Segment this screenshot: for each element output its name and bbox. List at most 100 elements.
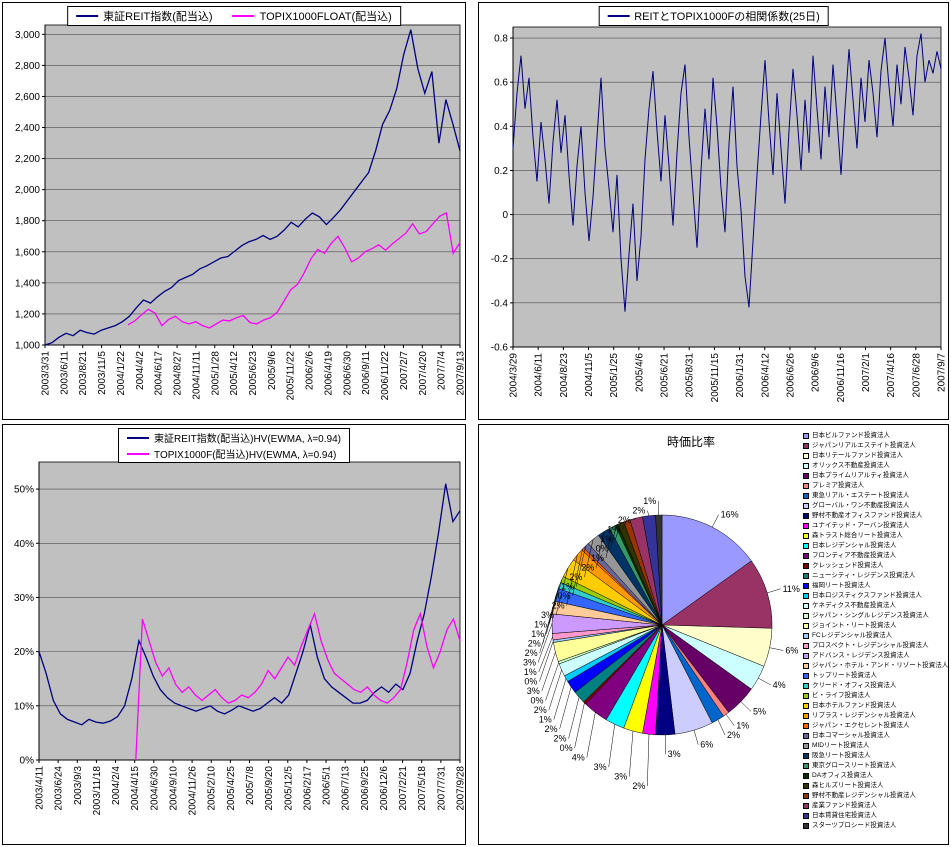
- pie-legend-label: DAオフィス投資法人: [812, 772, 873, 779]
- legend-label-reit-index: 東証REIT指数(配当込): [103, 11, 213, 23]
- svg-text:2%: 2%: [528, 639, 541, 649]
- svg-text:2006/2/6: 2006/2/6: [305, 351, 316, 390]
- svg-text:2006/9/6: 2006/9/6: [811, 353, 822, 392]
- svg-text:4%: 4%: [773, 680, 786, 690]
- pie-legend-swatch-icon: [803, 493, 809, 499]
- pie-legend-label: 野村不動産レジデンシャル投資法人: [812, 792, 916, 799]
- svg-text:16%: 16%: [721, 510, 739, 520]
- topix-line-key-icon: [232, 15, 255, 17]
- svg-text:4%: 4%: [572, 753, 585, 763]
- pie-legend-swatch-icon: [803, 733, 809, 739]
- svg-text:2004/8/27: 2004/8/27: [173, 351, 184, 396]
- svg-text:2004/2/4: 2004/2/4: [111, 766, 122, 805]
- legend-label-reit-hv: 東証REIT指数(配当込)HV(EWMA, λ=0.94): [154, 434, 341, 445]
- svg-text:2%: 2%: [545, 724, 558, 734]
- svg-text:2005/1/25: 2005/1/25: [609, 353, 620, 398]
- pie-legend-swatch-icon: [803, 703, 809, 709]
- svg-text:1,600: 1,600: [15, 247, 40, 258]
- svg-text:2%: 2%: [581, 563, 594, 573]
- svg-text:2006/4/12: 2006/4/12: [760, 353, 771, 398]
- svg-text:2%: 2%: [632, 506, 645, 516]
- pie-legend-label: ジョイント・リート投資法人: [812, 622, 897, 629]
- pie-legend-item: 東京グロースリート投資法人: [803, 761, 948, 771]
- pie-legend-item: ケネディクス不動産投資法人: [803, 601, 948, 611]
- pie-legend-label: 東京グロースリート投資法人: [812, 762, 897, 769]
- svg-text:2%: 2%: [569, 572, 582, 582]
- legend-label-correlation: REITとTOPIX1000Fの相関係数(25日): [634, 11, 820, 23]
- pie-legend-label: アドバンス・レジデンス投資法人: [812, 652, 910, 659]
- pie-legend-swatch-icon: [803, 593, 809, 599]
- pie-legend-item: プロスペクト・レジデンシャル投資法人: [803, 641, 948, 651]
- svg-text:10%: 10%: [14, 701, 34, 712]
- pie-legend-label: ビ・ライフ投資法人: [812, 692, 871, 699]
- legend-label-topix-hv: TOPIX1000F(配当込)HV(EWMA, λ=0.94): [154, 450, 337, 461]
- svg-text:2006/7/13: 2006/7/13: [341, 766, 352, 811]
- pie-legend-item: トップリート投資法人: [803, 671, 948, 681]
- svg-text:2003/4/11: 2003/4/11: [35, 766, 46, 810]
- svg-text:2004/3/29: 2004/3/29: [509, 353, 520, 398]
- svg-text:-0.2: -0.2: [491, 254, 509, 265]
- pie-legend-label: 日本コマーシャル投資法人: [812, 732, 890, 739]
- svg-text:2004/9/10: 2004/9/10: [168, 766, 179, 811]
- pie-legend-label: 野村不動産オフィスファンド投資法人: [812, 512, 923, 519]
- pie-legend-swatch-icon: [803, 513, 809, 519]
- pie-legend-item: ニューシティ・レジデンス投資法人: [803, 571, 948, 581]
- svg-text:2006/1/31: 2006/1/31: [735, 353, 746, 398]
- svg-text:2%: 2%: [534, 705, 547, 715]
- pie-legend-item: 日本ビルファンド投資法人: [803, 431, 948, 441]
- svg-text:2003/8/21: 2003/8/21: [78, 351, 89, 396]
- legend-entry-topix-hv: TOPIX1000F(配当込)HV(EWMA, λ=0.94): [127, 446, 341, 461]
- svg-text:1,200: 1,200: [15, 309, 40, 320]
- svg-text:2006/11/22: 2006/11/22: [380, 351, 391, 401]
- pie-legend-item: DAオフィス投資法人: [803, 771, 948, 781]
- pie-legend-swatch-icon: [803, 663, 809, 669]
- svg-text:11%: 11%: [783, 584, 800, 594]
- pie-legend-item: グローバル・ワン不動産投資法人: [803, 501, 948, 511]
- svg-text:2004/11/11: 2004/11/11: [191, 351, 202, 400]
- svg-text:2003/9/3: 2003/9/3: [73, 766, 84, 805]
- pie-legend-swatch-icon: [803, 653, 809, 659]
- svg-text:2004/4/2: 2004/4/2: [135, 351, 146, 390]
- svg-text:2,400: 2,400: [15, 123, 40, 134]
- svg-text:2%: 2%: [554, 734, 567, 744]
- svg-text:2005/8/31: 2005/8/31: [685, 353, 696, 398]
- svg-text:2,600: 2,600: [15, 92, 40, 103]
- svg-text:3%: 3%: [527, 686, 540, 696]
- volatility-chart-canvas: 0% 10% 20% 30% 40% 50% 2003/4/11 2003/6/24 2003/…: [14, 461, 465, 815]
- svg-text:1%: 1%: [539, 715, 552, 725]
- svg-text:2006/6/26: 2006/6/26: [785, 353, 796, 398]
- correlation-chart-canvas: -0.6 -0.4 -0.2 0 0.2 0.4 0.6 0.8 2004/3/29 2004/6…: [491, 26, 948, 402]
- pie-legend-swatch-icon: [803, 673, 809, 679]
- pie-legend-swatch-icon: [803, 463, 809, 469]
- svg-text:2006/12/6: 2006/12/6: [379, 766, 390, 811]
- svg-text:2005/11/22: 2005/11/22: [286, 351, 297, 401]
- svg-text:2005/1/28: 2005/1/28: [210, 351, 221, 396]
- pie-chart-title: 時価比率: [667, 435, 716, 449]
- panel-market-cap-pie: 時価比率 16% 11% 6% 4% 5% 1% 2% 6% 3% 2% 3% 3% 4% 0% 2% 2% 1…: [478, 424, 949, 845]
- pie-legend-item: 阪急リート投資法人: [803, 751, 948, 761]
- svg-text:0.6: 0.6: [494, 78, 508, 89]
- pie-legend-swatch-icon: [803, 753, 809, 759]
- pie-legend-swatch-icon: [803, 743, 809, 749]
- pie-legend-item: リプラス・レジデンシャル投資法人: [803, 711, 948, 721]
- pie-legend-label: 森ヒルズリート投資法人: [812, 782, 884, 789]
- pie-legend-label: 日本ホテルファンド投資法人: [812, 702, 897, 709]
- pie-legend-item: クレッシェンド投資法人: [803, 561, 948, 571]
- panel-index-comparison-chart: 東証REIT指数(配当込) TOPIX1000FLOAT(配当込) 1,000 1…: [2, 2, 466, 420]
- svg-text:3%: 3%: [668, 749, 681, 759]
- svg-text:2006/6/30: 2006/6/30: [342, 351, 353, 396]
- svg-text:2006/9/25: 2006/9/25: [360, 766, 371, 811]
- pie-legend-item: ジャパン・シングルレジデンス投資法人: [803, 611, 948, 621]
- pie-legend-item: 森ヒルズリート投資法人: [803, 781, 948, 791]
- pie-legend-item: 福岡リート投資法人: [803, 581, 948, 591]
- pie-legend-swatch-icon: [803, 783, 809, 789]
- pie-legend-item: 日本コマーシャル投資法人: [803, 731, 948, 741]
- svg-text:2003/6/24: 2003/6/24: [54, 766, 65, 811]
- correlation-line-key-icon: [607, 15, 630, 17]
- svg-text:2004/1/22: 2004/1/22: [116, 351, 127, 396]
- pie-legend-item: ジョイント・リート投資法人: [803, 621, 948, 631]
- svg-text:2007/2/7: 2007/2/7: [399, 351, 410, 390]
- pie-legend-item: プレミア投資法人: [803, 481, 948, 491]
- svg-text:0.4: 0.4: [494, 122, 508, 133]
- pie-legend-item: 野村不動産レジデンシャル投資法人: [803, 791, 948, 801]
